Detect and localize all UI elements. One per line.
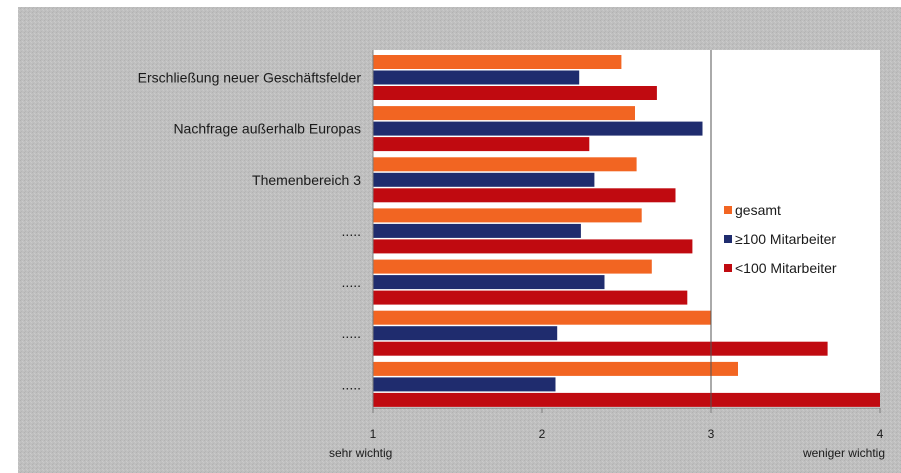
bar-7-series-3: [373, 392, 880, 407]
category-label-5: .....: [342, 274, 361, 290]
bar-4-series-1: [373, 208, 642, 223]
bar-4-series-3: [373, 239, 693, 254]
bar-4-series-2: [373, 223, 581, 238]
bar-6-series-2: [373, 326, 558, 341]
bar-3-series-3: [373, 188, 676, 203]
category-label-4: .....: [342, 223, 361, 239]
bar-2-series-1: [373, 106, 635, 121]
x-axis-min-label: sehr wichtig: [329, 446, 392, 460]
legend: gesamt ≥100 Mitarbeiter <100 Mitarbeiter: [724, 202, 837, 276]
bar-7-series-2: [373, 377, 556, 392]
legend-label-2: ≥100 Mitarbeiter: [735, 231, 836, 247]
x-tick-label-4: 4: [877, 427, 884, 441]
legend-swatch-3: [724, 264, 732, 272]
bar-1-series-3: [373, 86, 657, 100]
bar-1-series-1: [373, 55, 622, 69]
bar-7-series-1: [373, 361, 738, 376]
category-label-1: Erschließung neuer Geschäftsfelder: [138, 70, 362, 86]
x-tick-label-1: 1: [370, 427, 377, 441]
bar-2-series-2: [373, 121, 703, 136]
category-label-7: .....: [342, 376, 361, 392]
bar-3-series-1: [373, 157, 637, 172]
category-label-3: Themenbereich 3: [252, 172, 361, 188]
bar-6-series-3: [373, 341, 828, 356]
bar-3-series-2: [373, 172, 595, 187]
bar-5-series-1: [373, 259, 652, 274]
legend-swatch-2: [724, 235, 732, 243]
bar-6-series-1: [373, 310, 711, 325]
x-axis-max-label: weniger wichtig: [802, 446, 885, 460]
category-label-6: .....: [342, 325, 361, 341]
legend-swatch-1: [724, 206, 732, 214]
x-tick-label-2: 2: [539, 427, 546, 441]
bar-1-series-2: [373, 70, 580, 85]
bar-5-series-3: [373, 290, 688, 305]
x-tick-label-3: 3: [708, 427, 715, 441]
bar-5-series-2: [373, 275, 605, 290]
legend-label-1: gesamt: [735, 202, 781, 218]
legend-label-3: <100 Mitarbeiter: [735, 260, 837, 276]
category-label-2: Nachfrage außerhalb Europas: [173, 121, 361, 137]
bar-2-series-3: [373, 137, 590, 152]
